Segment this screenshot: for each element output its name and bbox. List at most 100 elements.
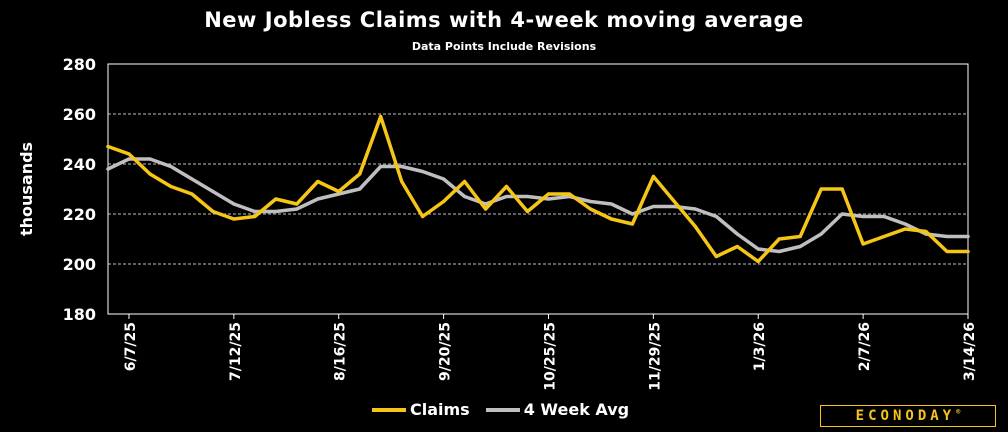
data-point-4-week-avg	[253, 209, 257, 214]
data-point-claims	[903, 227, 907, 231]
logo-registered-mark: ®	[956, 408, 961, 416]
x-tick-label: 3/14/26	[962, 322, 978, 381]
legend: Claims 4 Week Avg	[372, 400, 645, 419]
y-axis-ticks: 180 200 220 240 260 280	[63, 55, 96, 324]
data-point-4-week-avg	[127, 157, 131, 161]
chart-subtitle: Data Points Include Revisions	[411, 40, 597, 53]
data-point-claims	[148, 172, 152, 176]
data-point-claims	[190, 192, 194, 196]
data-point-claims	[651, 174, 655, 179]
data-point-4-week-avg	[106, 167, 110, 171]
data-point-4-week-avg	[966, 234, 970, 239]
data-point-claims	[316, 179, 320, 184]
data-point-claims	[106, 144, 110, 149]
data-point-4-week-avg	[693, 207, 697, 211]
data-point-claims	[756, 259, 760, 264]
data-point-claims	[966, 249, 970, 254]
data-point-claims	[379, 114, 383, 119]
plot-area-frame	[107, 63, 969, 315]
data-point-claims	[127, 152, 131, 156]
data-point-4-week-avg	[798, 244, 802, 249]
data-point-4-week-avg	[735, 232, 739, 236]
data-point-4-week-avg	[546, 197, 551, 201]
data-point-4-week-avg	[232, 202, 236, 206]
econoday-logo: ECONODAY ®	[820, 405, 996, 427]
data-point-claims	[462, 179, 467, 184]
data-point-4-week-avg	[337, 192, 341, 196]
y-tick-label: 240	[63, 155, 96, 174]
data-point-4-week-avg	[421, 169, 425, 174]
data-point-claims	[609, 217, 614, 221]
data-point-claims	[882, 234, 886, 239]
data-point-claims	[861, 242, 865, 246]
data-point-4-week-avg	[777, 249, 781, 254]
data-point-4-week-avg	[483, 202, 488, 206]
legend-swatch-avg	[485, 407, 520, 412]
data-point-claims	[798, 234, 802, 239]
legend-label-claims: Claims	[410, 400, 470, 419]
data-point-claims	[400, 179, 404, 184]
y-axis-label: thousands	[17, 142, 36, 236]
x-tick-label: 8/16/25	[333, 322, 349, 381]
data-point-4-week-avg	[316, 197, 320, 201]
data-point-claims	[483, 207, 488, 211]
data-point-claims	[421, 214, 425, 219]
data-point-4-week-avg	[400, 164, 404, 169]
data-point-claims	[546, 192, 551, 196]
data-point-4-week-avg	[756, 247, 760, 251]
data-point-claims	[253, 214, 257, 219]
data-point-claims	[945, 249, 949, 254]
data-point-4-week-avg	[714, 214, 718, 219]
data-point-claims	[211, 209, 215, 214]
data-point-4-week-avg	[819, 232, 823, 236]
data-point-4-week-avg	[588, 199, 593, 204]
data-point-4-week-avg	[882, 214, 886, 219]
x-tick-label: 2/7/26	[857, 322, 873, 371]
x-tick-label: 10/25/25	[542, 322, 558, 391]
data-point-4-week-avg	[504, 194, 509, 199]
data-point-4-week-avg	[462, 194, 467, 199]
y-tick-label: 200	[63, 255, 96, 274]
series-line-claims	[106, 114, 970, 264]
series-line-4-week-avg	[106, 157, 970, 254]
legend-swatch-claims	[372, 407, 406, 412]
data-point-4-week-avg	[442, 177, 446, 181]
y-tick-label: 260	[63, 105, 96, 124]
data-point-4-week-avg	[358, 187, 362, 191]
data-point-4-week-avg	[295, 207, 299, 211]
data-point-claims	[337, 189, 341, 194]
data-point-4-week-avg	[274, 209, 278, 214]
data-point-4-week-avg	[190, 177, 194, 181]
data-point-4-week-avg	[148, 157, 152, 161]
data-point-claims	[777, 237, 781, 241]
chart-title: New Jobless Claims with 4-week moving av…	[204, 8, 804, 32]
y-tick-label: 220	[63, 205, 96, 224]
data-point-claims	[735, 244, 739, 249]
legend-item-avg: 4 Week Avg	[485, 400, 629, 419]
data-point-claims	[169, 184, 173, 189]
logo-text: ECONODAY	[855, 408, 956, 424]
data-point-4-week-avg	[945, 234, 949, 239]
data-point-claims	[567, 192, 572, 196]
data-point-4-week-avg	[525, 194, 530, 199]
data-point-claims	[693, 224, 697, 229]
x-tick-label: 6/7/25	[123, 322, 139, 371]
data-point-claims	[442, 199, 446, 204]
x-tick-label: 1/3/26	[752, 322, 768, 371]
data-point-4-week-avg	[840, 212, 844, 216]
data-point-claims	[840, 187, 844, 191]
series-lines	[106, 114, 970, 264]
data-point-claims	[924, 229, 928, 234]
x-axis-ticks: 6/7/25 7/12/25 8/16/25 9/20/25 10/25/25 11/29…	[123, 314, 978, 391]
x-tick-label: 7/12/25	[228, 322, 244, 381]
data-point-claims	[295, 202, 299, 206]
data-point-4-week-avg	[379, 164, 383, 169]
data-point-4-week-avg	[672, 204, 676, 209]
data-point-4-week-avg	[609, 202, 614, 206]
data-point-4-week-avg	[651, 204, 655, 209]
data-point-claims	[672, 199, 676, 204]
data-point-4-week-avg	[169, 164, 173, 169]
gridlines	[108, 113, 968, 265]
data-point-4-week-avg	[630, 212, 634, 216]
legend-item-claims: Claims	[372, 400, 470, 419]
